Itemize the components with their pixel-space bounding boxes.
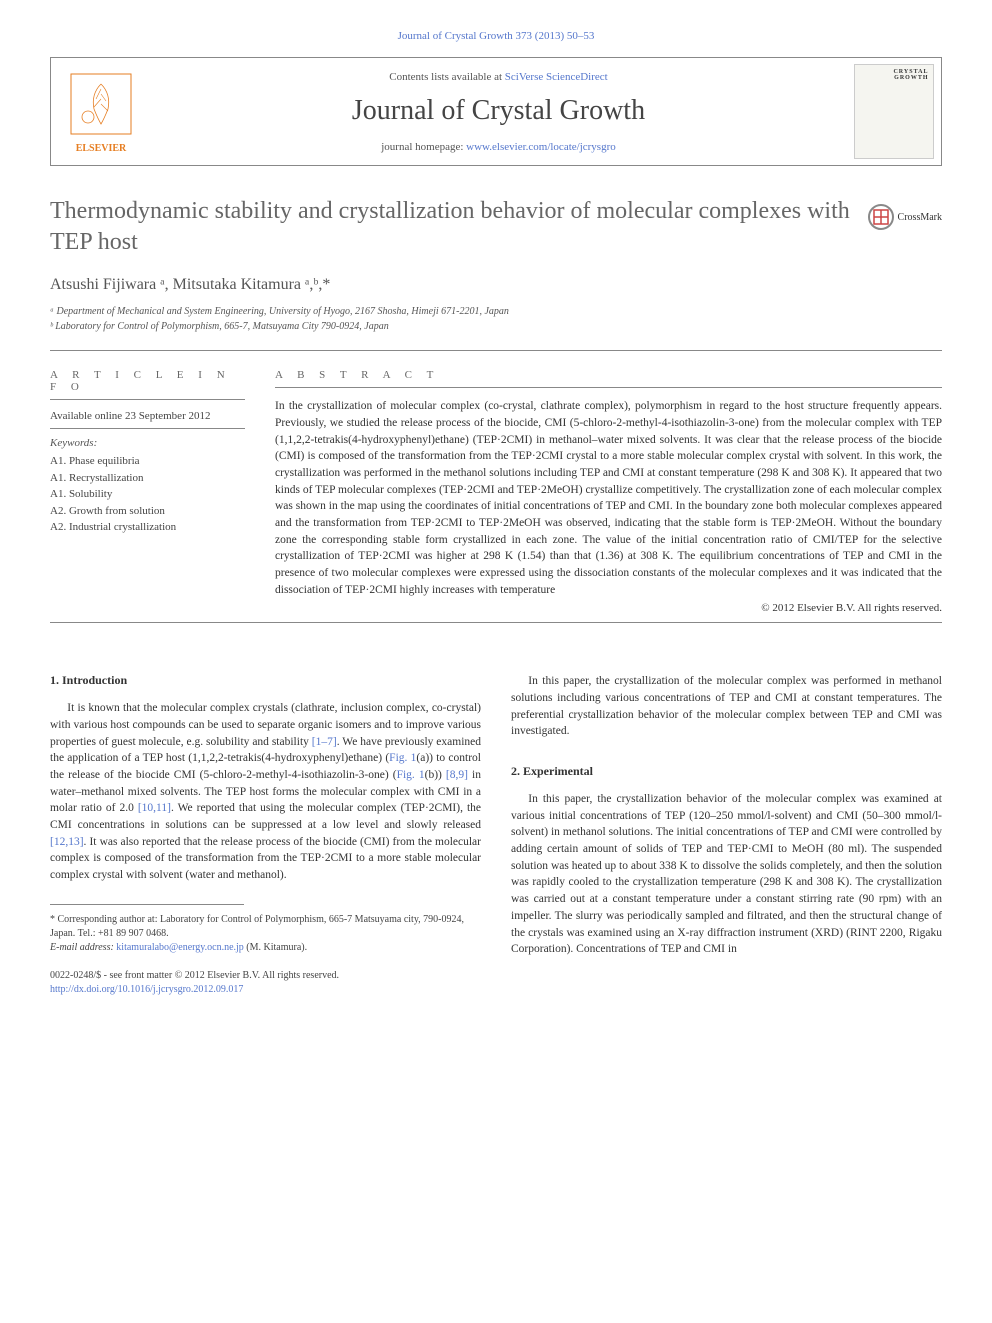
homepage-prefix: journal homepage: [381,141,466,153]
journal-header: ELSEVIER Contents lists available at Sci… [50,57,942,166]
divider-rule [50,350,942,351]
abstract-text: In the crystallization of molecular comp… [275,398,942,598]
crossmark-badge[interactable]: CrossMark [868,204,942,230]
article-info: A R T I C L E I N F O Available online 2… [50,369,245,614]
text: (b)) [425,769,446,781]
email-line: E-mail address: kitamuralabo@energy.ocn.… [50,941,481,955]
journal-cover-thumb[interactable]: CRYSTAL GROWTH [846,58,941,165]
affiliations: ᵃ Department of Mechanical and System En… [50,304,942,334]
ref-link[interactable]: [1–7] [312,736,337,748]
homepage-line: journal homepage: www.elsevier.com/locat… [381,141,616,153]
email-label: E-mail address: [50,942,116,953]
ref-link[interactable]: [8,9] [446,769,468,781]
journal-name: Journal of Crystal Growth [352,95,645,127]
keywords-list: A1. Phase equilibria A1. Recrystallizati… [50,453,245,536]
info-abstract-row: A R T I C L E I N F O Available online 2… [50,369,942,614]
corresponding-author-footnote: * Corresponding author at: Laboratory fo… [50,913,481,955]
cover-label-2: GROWTH [894,75,928,81]
affiliation-a: ᵃ Department of Mechanical and System En… [50,304,942,319]
title-row: Thermodynamic stability and crystallizat… [50,196,942,262]
keyword: A2. Growth from solution [50,503,245,520]
header-center: Contents lists available at SciVerse Sci… [151,58,846,165]
body-column-left: 1. Introduction It is known that the mol… [50,673,481,996]
corr-author-text: * Corresponding author at: Laboratory fo… [50,913,481,941]
section-2-para-1: In this paper, the crystallization behav… [511,791,942,958]
keyword: A1. Recrystallization [50,470,245,487]
keyword: A1. Phase equilibria [50,453,245,470]
footer-issn: 0022-0248/$ - see front matter © 2012 El… [50,969,481,983]
top-citation[interactable]: Journal of Crystal Growth 373 (2013) 50–… [50,30,942,42]
authors: Atsushi Fijiwara ᵃ, Mitsutaka Kitamura ᵃ… [50,276,942,294]
body-columns: 1. Introduction It is known that the mol… [50,673,942,996]
crossmark-icon [868,204,894,230]
fig-link[interactable]: Fig. 1 [389,752,416,764]
section-1-para-2: In this paper, the crystallization of th… [511,673,942,740]
text: . It was also reported that the release … [50,836,481,881]
keyword: A1. Solubility [50,486,245,503]
abstract-heading: A B S T R A C T [275,369,942,388]
email-link[interactable]: kitamuralabo@energy.ocn.ne.jp [116,942,244,953]
abstract-copyright: © 2012 Elsevier B.V. All rights reserved… [275,602,942,614]
available-date: Available online 23 September 2012 [50,410,245,429]
abstract-column: A B S T R A C T In the crystallization o… [275,369,942,614]
keywords-label: Keywords: [50,437,245,449]
cover-thumb-inner: CRYSTAL GROWTH [854,64,934,159]
keyword: A2. Industrial crystallization [50,519,245,536]
elsevier-logo[interactable]: ELSEVIER [51,58,151,165]
publisher-name: ELSEVIER [76,143,127,154]
affiliation-b: ᵇ Laboratory for Control of Polymorphism… [50,319,942,334]
contents-line: Contents lists available at SciVerse Sci… [389,71,607,83]
article-info-heading: A R T I C L E I N F O [50,369,245,400]
email-suffix: (M. Kitamura). [244,942,307,953]
divider-rule-2 [50,622,942,623]
contents-prefix: Contents lists available at [389,71,504,83]
ref-link[interactable]: [12,13] [50,836,84,848]
ref-link[interactable]: [10,11] [138,802,171,814]
crossmark-label: CrossMark [898,212,942,223]
doi-link[interactable]: http://dx.doi.org/10.1016/j.jcrysgro.201… [50,983,481,997]
homepage-link[interactable]: www.elsevier.com/locate/jcrysgro [466,141,616,153]
section-1-para-1: It is known that the molecular complex c… [50,700,481,883]
fig-link[interactable]: Fig. 1 [397,769,425,781]
section-1-heading: 1. Introduction [50,673,481,688]
article-title: Thermodynamic stability and crystallizat… [50,196,856,258]
elsevier-tree-icon [66,69,136,139]
sciencedirect-link[interactable]: SciVerse ScienceDirect [505,71,608,83]
footnote-separator [50,904,244,905]
body-column-right: In this paper, the crystallization of th… [511,673,942,996]
footer-meta: 0022-0248/$ - see front matter © 2012 El… [50,969,481,997]
section-2-heading: 2. Experimental [511,764,942,779]
